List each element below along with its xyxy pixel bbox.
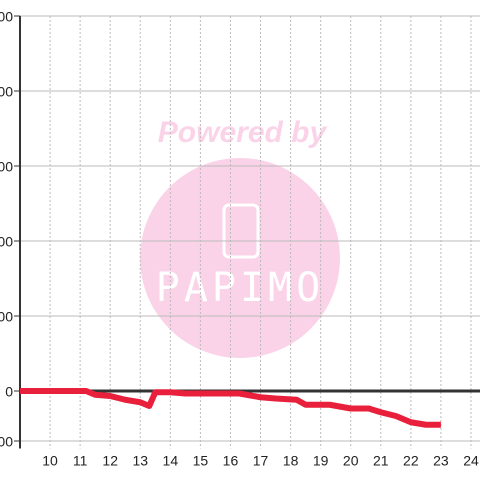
line	[20, 388, 441, 428]
x-tick-label: 15	[193, 453, 209, 469]
x-tick-label: 12	[102, 453, 118, 469]
x-tick-label: 20	[343, 453, 359, 469]
x-tick-label: 14	[163, 453, 179, 469]
x-tick-label: 16	[223, 453, 239, 469]
y-tick-label: 0	[5, 384, 13, 400]
y-tick-label: -20,000	[0, 434, 13, 450]
watermark-logo: PAPIMO	[156, 265, 325, 311]
x-tick-label: 24	[463, 453, 479, 469]
x-tick-label: 21	[373, 453, 389, 469]
x-tick-label: 11	[73, 453, 88, 469]
x-tick-label: 17	[253, 453, 269, 469]
x-tick-label: 18	[283, 453, 299, 469]
y-tick-label: 150,000	[0, 9, 13, 25]
y-tick-label: 60,000	[0, 234, 13, 250]
x-tick-label: 10	[42, 453, 58, 469]
y-tick-label: 90,000	[0, 159, 13, 175]
x-tick-label: 13	[132, 453, 148, 469]
watermark-text: Powered by	[158, 116, 328, 149]
x-tick-label: 19	[313, 453, 329, 469]
watermark-phone	[222, 203, 260, 259]
y-tick-label: 30,000	[0, 309, 13, 325]
y-tick-label: 120,000	[0, 84, 13, 100]
plot: 10 11 12 13 14 15 16 17 18 19 20 21 22 23 24 -20,000 0 30…	[0, 9, 480, 469]
x-tick-label: 23	[433, 453, 449, 469]
x-tick-label: 22	[403, 453, 419, 469]
